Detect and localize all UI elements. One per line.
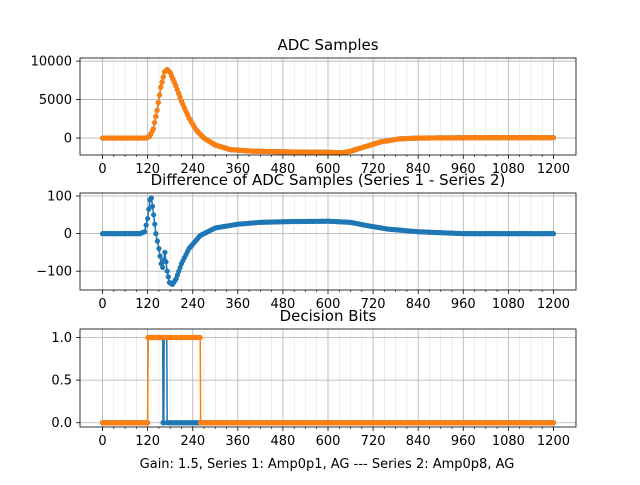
x-tick-label: 360 [225, 297, 250, 312]
data-point [164, 268, 170, 274]
data-point [152, 221, 158, 227]
x-tick-label: 960 [451, 162, 476, 177]
y-tick-label: 0 [64, 227, 72, 242]
x-tick-label: 720 [361, 297, 386, 312]
x-tick-label: 1080 [492, 434, 525, 449]
y-tick-label: 0 [64, 132, 72, 147]
x-tick-label: 840 [406, 162, 431, 177]
chart-title: Decision Bits [280, 307, 377, 325]
x-tick-label: 0 [98, 297, 106, 312]
x-tick-label: 600 [316, 162, 341, 177]
data-point [145, 215, 151, 222]
y-tick-label: 5000 [39, 93, 72, 108]
data-point [156, 92, 163, 98]
data-point [155, 100, 161, 106]
y-tick-label: −100 [36, 265, 72, 280]
x-tick-label: 600 [316, 434, 341, 449]
x-tick-label: 120 [135, 297, 160, 312]
data-point [165, 274, 171, 280]
data-point [143, 222, 149, 228]
data-point [550, 135, 557, 141]
data-point [156, 246, 162, 252]
data-point [146, 206, 152, 212]
data-point [153, 113, 159, 120]
chart-panel-3: 0 120 240 360 480 600 720 840 960 1080 1200 0.0 0.5 1… [51, 307, 577, 449]
data-point [154, 107, 160, 113]
data-point [145, 420, 151, 426]
data-point [162, 249, 168, 255]
x-tick-label: 1080 [492, 297, 525, 312]
chart-panel-1: 0 120 240 360 480 600 720 840 960 1080 1200 0 5000 10… [31, 36, 577, 177]
data-point [197, 334, 203, 341]
x-tick-label: 240 [180, 434, 205, 449]
x-tick-label: 960 [451, 297, 476, 312]
x-tick-label: 1200 [537, 297, 570, 312]
data-point [550, 420, 557, 426]
x-tick-label: 840 [406, 434, 431, 449]
x-tick-label: 960 [451, 434, 476, 449]
y-tick-label: 10000 [31, 55, 72, 70]
chart-title: Difference of ADC Samples (Series 1 - Se… [151, 171, 506, 189]
data-point [149, 203, 156, 209]
x-tick-label: 600 [316, 297, 341, 312]
x-tick-label: 480 [270, 297, 295, 312]
chart-panel-2: 0 120 240 360 480 600 720 840 960 1080 1200 −100 0 10… [36, 171, 577, 312]
data-point [160, 264, 166, 271]
x-tick-label: 840 [406, 297, 431, 312]
y-tick-label: 100 [47, 190, 72, 205]
x-tick-label: 240 [180, 297, 205, 312]
data-point [148, 195, 154, 201]
x-tick-label: 720 [361, 162, 386, 177]
data-point [151, 120, 158, 126]
x-tick-label: 1200 [537, 434, 570, 449]
x-tick-label: 720 [361, 434, 386, 449]
x-tick-label: 120 [135, 162, 160, 177]
x-tick-label: 1200 [537, 162, 570, 177]
x-tick-label: 1080 [492, 162, 525, 177]
data-point [550, 231, 557, 237]
data-point [142, 229, 148, 235]
y-tick-label: 0.0 [51, 416, 72, 431]
chart-title: ADC Samples [277, 36, 378, 54]
x-tick-label: 480 [270, 162, 295, 177]
data-point [157, 253, 163, 259]
data-point [163, 259, 169, 265]
y-tick-label: 1.0 [51, 331, 72, 346]
data-point [154, 238, 161, 244]
data-point [159, 79, 165, 85]
x-tick-label: 360 [225, 162, 250, 177]
x-tick-label: 0 [98, 434, 106, 449]
data-point [151, 212, 157, 218]
data-point [158, 84, 164, 90]
data-point [150, 126, 156, 132]
x-tick-label: 480 [270, 434, 295, 449]
x-tick-label: 0 [98, 162, 106, 177]
x-tick-label: 120 [135, 434, 160, 449]
data-point [160, 74, 166, 80]
data-point [153, 231, 159, 237]
x-tick-label: 360 [225, 434, 250, 449]
x-tick-label: 240 [180, 162, 205, 177]
y-tick-label: 0.5 [51, 374, 72, 389]
footer-label: Gain: 1.5, Series 1: Amp0p1, AG --- Seri… [140, 457, 515, 472]
